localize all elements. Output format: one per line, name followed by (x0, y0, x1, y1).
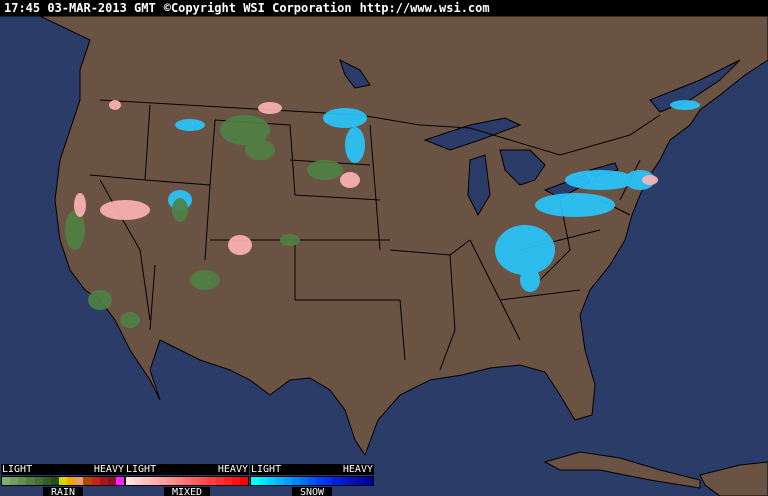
legend-swatch (150, 477, 159, 485)
legend-swatch (283, 477, 292, 485)
copyright: ©Copyright WSI Corporation (163, 1, 352, 15)
legend-swatch (191, 477, 200, 485)
legend-swatch (134, 477, 143, 485)
legend-color-bar (125, 476, 249, 486)
legend-swatch (299, 477, 308, 485)
legend-swatch (267, 477, 276, 485)
legend-swatch (107, 477, 116, 485)
legend-name: MIXED (164, 487, 210, 496)
legend-swatch (115, 477, 125, 485)
legend-swatch (223, 477, 232, 485)
legend-swatch (231, 477, 240, 485)
legend-swatch (10, 477, 19, 485)
timestamp: 17:45 03-MAR-2013 GMT (4, 1, 156, 15)
cuba-land (543, 451, 701, 489)
precip-mixed (74, 100, 658, 255)
north-america-land (0, 15, 768, 457)
legend-rain: LIGHT HEAVY RAIN (1, 464, 125, 496)
legend-swatch (42, 477, 51, 485)
legend-swatch (50, 477, 59, 485)
legend-light-label: LIGHT (126, 464, 157, 475)
legend-swatch (126, 477, 135, 485)
legend-heavy-label: HEAVY (217, 464, 248, 475)
legend-swatch (91, 477, 100, 485)
legend-light-label: LIGHT (251, 464, 282, 475)
legend-swatch (26, 477, 35, 485)
legend-swatch (99, 477, 108, 485)
legend-swatch (340, 477, 349, 485)
legend-swatch (83, 477, 92, 485)
legend-light-label: LIGHT (2, 464, 33, 475)
legend-color-bar (1, 476, 125, 486)
legend-color-bar (250, 476, 374, 486)
legend-swatch (207, 477, 216, 485)
legend-swatch (18, 477, 27, 485)
legend-swatch (199, 477, 208, 485)
legend-swatch (259, 477, 268, 485)
legend-swatch (239, 477, 249, 485)
legend-swatch (34, 477, 43, 485)
header-bar: 17:45 03-MAR-2013 GMT ©Copyright WSI Corp… (0, 0, 768, 16)
legend-swatch (2, 477, 11, 485)
legend-swatch (158, 477, 167, 485)
legend-swatch (166, 477, 175, 485)
legend-swatch (364, 477, 374, 485)
legend-swatch (67, 477, 76, 485)
url-link[interactable]: http://www.wsi.com (359, 1, 490, 15)
legend-swatch (356, 477, 365, 485)
legend-swatch (316, 477, 325, 485)
legend-name: RAIN (43, 487, 83, 496)
legend-snow: LIGHT HEAVY SNOW (250, 464, 374, 496)
caribbean-land (699, 461, 768, 496)
legend-swatch (58, 477, 68, 485)
legend-heavy-label: HEAVY (93, 464, 124, 475)
legend-swatch (215, 477, 224, 485)
legend-swatch (275, 477, 284, 485)
legend-swatch (307, 477, 317, 485)
legend-swatch (291, 477, 300, 485)
legend-swatch (142, 477, 151, 485)
precip-rain (65, 115, 343, 328)
legend-swatch (251, 477, 260, 485)
legend-swatch (182, 477, 192, 485)
legend-swatch (174, 477, 183, 485)
legend-heavy-label: HEAVY (342, 464, 373, 475)
legend-swatch (332, 477, 341, 485)
legend-name: SNOW (292, 487, 332, 496)
legend-swatch (324, 477, 333, 485)
legend-swatch (348, 477, 357, 485)
legend-mixed: LIGHT HEAVY MIXED (125, 464, 249, 496)
legend-swatch (75, 477, 84, 485)
